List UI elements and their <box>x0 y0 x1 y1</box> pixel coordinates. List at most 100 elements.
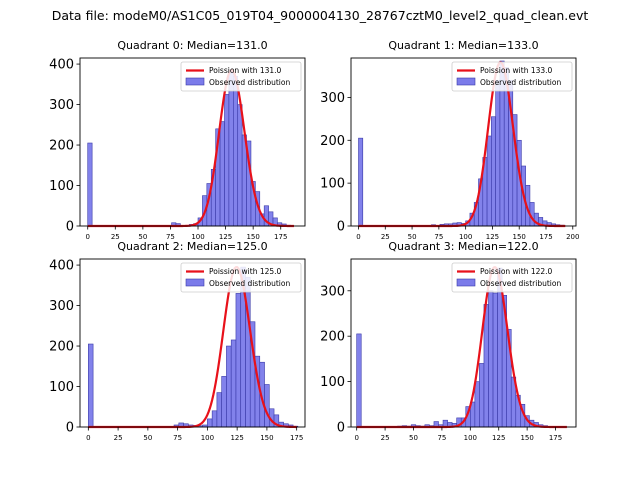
figure-title: Data file: modeM0/AS1C05_019T04_90000041… <box>52 8 589 23</box>
x-tick-label: 100 <box>201 434 214 442</box>
x-tick-label: 75 <box>434 233 443 241</box>
x-tick-label: 25 <box>111 233 120 241</box>
histogram-bar <box>495 79 501 227</box>
x-tick-label: 150 <box>260 434 273 442</box>
legend-histogram-swatch <box>456 77 476 86</box>
histogram-bar <box>474 381 480 428</box>
x-tick-label: 0 <box>356 233 360 241</box>
histogram-bar <box>87 142 93 227</box>
panel-title: Quadrant 0: Median=131.0 <box>117 39 267 52</box>
y-tick-label: 200 <box>49 139 74 154</box>
y-tick-label: 200 <box>320 330 345 345</box>
x-tick-label: 125 <box>230 434 243 442</box>
plot-frame <box>350 258 577 428</box>
x-tick-label: 175 <box>290 434 303 442</box>
histogram-bars <box>88 266 299 428</box>
panel-quadrant-3: Quadrant 3: Median=122.0 0 100 200 300 0 25 50 7… <box>320 240 577 442</box>
histogram-bars <box>356 267 548 428</box>
x-tick-label: 100 <box>464 434 477 442</box>
legend-fit-label: Poission with 131.0 <box>209 66 282 75</box>
plot-frame <box>350 57 577 227</box>
poisson-fit-line <box>87 69 294 228</box>
x-tick-label: 25 <box>381 434 390 442</box>
y-tick-label: 300 <box>320 91 345 106</box>
x-tick-label: 200 <box>566 233 579 241</box>
x-tick-label: 0 <box>354 434 358 442</box>
x-tick-label: 175 <box>274 233 287 241</box>
panel-quadrant-2: Quadrant 2: Median=125.0 0 100 200 300 400 0 25… <box>49 240 306 442</box>
legend-histogram-swatch <box>456 278 476 287</box>
x-tick-label: 75 <box>166 233 175 241</box>
y-tick-label: 200 <box>320 134 345 149</box>
x-tick-label: 0 <box>85 233 89 241</box>
histogram-bars <box>87 69 291 227</box>
histogram-bar <box>221 376 227 428</box>
y-tick-label: 300 <box>49 98 74 113</box>
y-tick-label: 0 <box>66 421 74 436</box>
histogram-bar <box>88 343 94 428</box>
histogram-bar <box>207 418 213 428</box>
legend-box <box>451 262 573 293</box>
legend-histogram-swatch <box>185 77 205 86</box>
y-tick-label: 0 <box>66 220 74 235</box>
x-tick-label: 25 <box>381 233 390 241</box>
legend-box <box>180 61 302 92</box>
legend-histogram-label: Observed distribution <box>209 279 290 288</box>
x-tick-label: 0 <box>86 434 90 442</box>
plot-frame <box>79 57 306 227</box>
y-tick-label: 100 <box>49 380 74 395</box>
legend-histogram-swatch <box>185 278 205 287</box>
x-tick-label: 100 <box>191 233 204 241</box>
y-tick-label: 100 <box>49 179 74 194</box>
histogram-bar <box>486 135 492 227</box>
histogram-bar <box>358 137 364 227</box>
y-tick-label: 0 <box>337 421 345 436</box>
x-tick-label: 125 <box>486 233 499 241</box>
x-tick-label: 50 <box>143 434 152 442</box>
x-tick-label: 75 <box>173 434 182 442</box>
x-tick-label: 75 <box>437 434 446 442</box>
legend-fit-label: Poission with 133.0 <box>480 66 553 75</box>
x-tick-label: 25 <box>114 434 123 442</box>
histogram-bar <box>233 75 239 227</box>
histogram-bar <box>216 392 222 428</box>
panel-quadrant-0: Quadrant 0: Median=131.0 0 100 200 300 400 0 25… <box>49 39 306 241</box>
panel-quadrant-1: Quadrant 1: Median=133.0 0 100 200 300 0 25 50 7… <box>320 39 579 241</box>
x-tick-label: 50 <box>409 434 418 442</box>
histogram-bar <box>491 116 496 227</box>
legend: Poission with 125.0 Observed distribution <box>180 262 302 293</box>
x-tick-label: 50 <box>138 233 147 241</box>
x-tick-label: 150 <box>513 233 526 241</box>
legend: Poission with 131.0 Observed distribution <box>180 61 302 92</box>
legend-fit-label: Poission with 122.0 <box>480 267 553 276</box>
x-tick-label: 175 <box>549 434 562 442</box>
x-tick-label: 100 <box>459 233 472 241</box>
x-tick-label: 175 <box>539 233 552 241</box>
legend-histogram-label: Observed distribution <box>480 78 561 87</box>
histogram-bar <box>226 345 232 428</box>
legend: Poission with 133.0 Observed distribution <box>451 61 573 92</box>
x-tick-label: 150 <box>520 434 533 442</box>
y-tick-label: 0 <box>337 220 345 235</box>
plot-frame <box>79 258 306 428</box>
y-tick-label: 300 <box>320 284 345 299</box>
histogram-bar <box>228 69 234 227</box>
x-tick-label: 125 <box>219 233 232 241</box>
histogram-bar <box>479 363 485 428</box>
legend-histogram-label: Observed distribution <box>209 78 290 87</box>
histogram-bar <box>483 304 489 428</box>
histogram-bar <box>230 339 237 428</box>
x-tick-label: 50 <box>408 233 417 241</box>
y-tick-label: 300 <box>49 299 74 314</box>
histogram-bar <box>356 333 362 428</box>
legend-box <box>180 262 302 293</box>
histogram-bar <box>235 293 242 428</box>
legend-box <box>451 61 573 92</box>
y-tick-label: 100 <box>320 177 345 192</box>
y-tick-label: 100 <box>320 375 345 390</box>
histogram-bar <box>211 410 218 428</box>
panel-title: Quadrant 3: Median=122.0 <box>388 240 538 253</box>
panel-title: Quadrant 1: Median=133.0 <box>388 39 538 52</box>
y-tick-label: 400 <box>49 259 74 274</box>
